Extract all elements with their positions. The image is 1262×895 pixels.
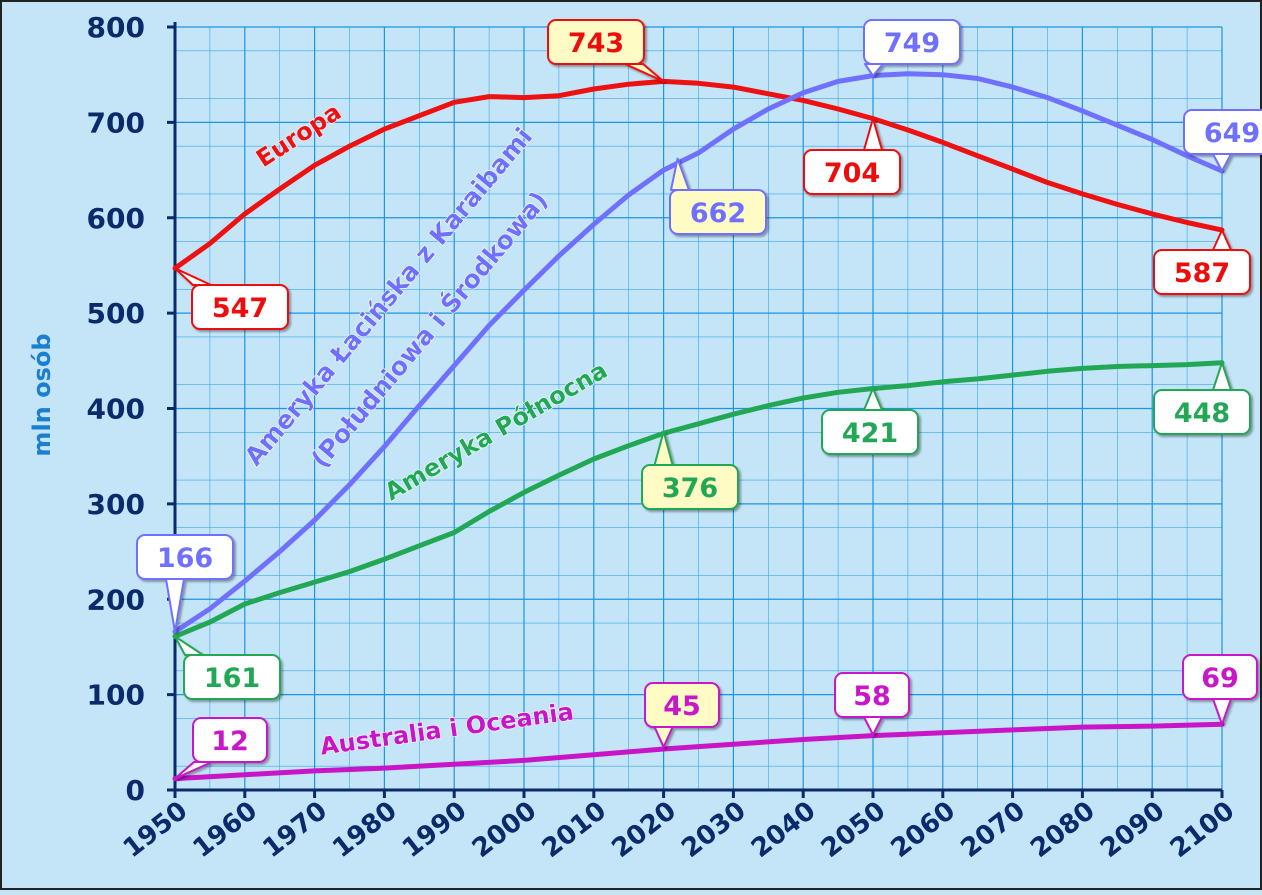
- value-callout: 12: [174, 717, 268, 780]
- y-tick-label: 200: [87, 583, 145, 616]
- value-callout: 58: [834, 672, 910, 736]
- callout-box-fill: [1186, 112, 1262, 152]
- value-callout: 69: [1182, 654, 1258, 726]
- value-callout: 749: [863, 19, 961, 77]
- callout-box-fill: [550, 22, 642, 62]
- callout-value-label: 161: [204, 663, 260, 694]
- value-callout: 448: [1153, 361, 1251, 435]
- callout-box-fill: [806, 152, 898, 192]
- series-line-1: [172, 71, 1225, 635]
- callout-box-fill: [1156, 392, 1248, 432]
- series-line-0: [172, 78, 1225, 271]
- y-tick-label: 500: [87, 297, 145, 330]
- value-callout: 547: [174, 267, 289, 330]
- callout-value-label: 448: [1174, 398, 1230, 429]
- callout-box-fill: [186, 657, 278, 697]
- y-tick-label: 600: [87, 202, 145, 235]
- callout-box-fill: [195, 720, 265, 760]
- callout-box-fill: [866, 22, 958, 62]
- callout-value-label: 743: [568, 28, 624, 59]
- callout-value-label: 58: [853, 681, 891, 712]
- callout-box-fill: [672, 192, 764, 232]
- value-callout: 166: [136, 534, 234, 633]
- series-line-2: [172, 360, 1225, 639]
- y-tick-label: 800: [87, 11, 145, 44]
- callout-box-fill: [1156, 252, 1248, 292]
- value-callout: 704: [803, 117, 901, 195]
- callout-value-label: 649: [1204, 118, 1260, 149]
- y-axis-title: mln osób: [28, 333, 56, 456]
- callout-value-label: 376: [662, 473, 718, 504]
- grid: [174, 26, 1223, 791]
- value-callouts: 547 743 704 587 166 662 749 649 161 376 421 448 12 45…: [136, 19, 1262, 780]
- callout-box-fill: [837, 675, 907, 715]
- callout-value-label: 547: [212, 293, 268, 324]
- series-lines: [172, 71, 1225, 782]
- callout-value-label: 704: [824, 158, 880, 189]
- callout-box-fill: [644, 467, 736, 507]
- callout-value-label: 662: [690, 198, 746, 229]
- callout-box-fill: [1185, 657, 1255, 697]
- callout-box-fill: [824, 412, 916, 452]
- y-tick-label: 700: [87, 106, 145, 139]
- callout-box-fill: [194, 287, 286, 327]
- callout-box-fill: [647, 685, 717, 725]
- y-tick-label: 0: [126, 774, 145, 807]
- callout-value-label: 587: [1174, 258, 1230, 289]
- y-tick-label: 300: [87, 488, 145, 521]
- value-callout: 421: [821, 387, 919, 455]
- callout-box-fill: [139, 537, 231, 577]
- callout-value-label: 69: [1201, 663, 1239, 694]
- y-tick-label: 100: [87, 679, 145, 712]
- callout-value-label: 45: [663, 691, 701, 722]
- callout-value-label: 166: [157, 543, 213, 574]
- series-line-3: [172, 721, 1225, 782]
- callout-value-label: 421: [842, 418, 898, 449]
- value-callout: 45: [644, 682, 720, 749]
- callout-value-label: 749: [884, 28, 940, 59]
- value-callout: 649: [1183, 109, 1262, 173]
- value-callout: 662: [669, 157, 767, 235]
- value-callout: 743: [547, 19, 665, 83]
- value-callout: 376: [641, 430, 739, 510]
- callout-value-label: 12: [211, 726, 249, 757]
- value-callout: 161: [174, 635, 281, 700]
- value-callout: 587: [1153, 229, 1251, 295]
- y-tick-label: 400: [87, 393, 145, 426]
